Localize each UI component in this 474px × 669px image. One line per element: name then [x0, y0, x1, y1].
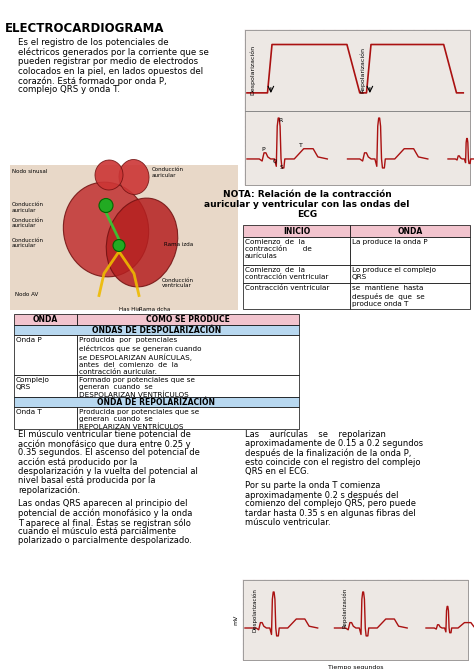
- Bar: [14, 314, 77, 325]
- Ellipse shape: [64, 182, 149, 277]
- Bar: [243, 580, 468, 660]
- Text: El músculo ventricular tiene potencial de: El músculo ventricular tiene potencial d…: [18, 430, 191, 439]
- Text: Las ondas QRS aparecen al principio del: Las ondas QRS aparecen al principio del: [18, 499, 188, 508]
- Text: Formado por potenciales que se
generan  cuando  se
DESPOLARIZAN VENTRÍCULOS: Formado por potenciales que se generan c…: [79, 377, 195, 398]
- Text: aproximadamente 0.2 s después del: aproximadamente 0.2 s después del: [245, 490, 399, 500]
- Text: Conducción
auricular: Conducción auricular: [12, 217, 44, 228]
- Text: ONDA: ONDA: [397, 227, 423, 235]
- Text: QRS en el ECG.: QRS en el ECG.: [245, 467, 309, 476]
- Text: acción monofásico que dura entre 0.25 y: acción monofásico que dura entre 0.25 y: [18, 440, 191, 449]
- Text: Por su parte la onda T comienza: Por su parte la onda T comienza: [245, 481, 380, 490]
- Text: acción está producido por la: acción está producido por la: [18, 458, 137, 467]
- Bar: [350, 283, 470, 309]
- Text: Repolarización: Repolarización: [342, 588, 347, 628]
- Text: nivel basal está producida por la: nivel basal está producida por la: [18, 476, 155, 485]
- Text: Onda P: Onda P: [16, 337, 42, 343]
- Bar: [350, 237, 470, 265]
- Text: esto coincide con el registro del complejo: esto coincide con el registro del comple…: [245, 458, 420, 466]
- Bar: [245, 30, 470, 185]
- Text: Nodo sinusal: Nodo sinusal: [12, 169, 47, 174]
- Text: Despolarización: Despolarización: [252, 588, 258, 632]
- Circle shape: [113, 240, 125, 252]
- Ellipse shape: [95, 160, 123, 190]
- Bar: [243, 283, 350, 309]
- Bar: [77, 335, 299, 375]
- Text: ELECTROCARDIOGRAMA: ELECTROCARDIOGRAMA: [5, 22, 165, 35]
- Bar: [14, 375, 77, 397]
- Text: cuando el músculo está parcialmente: cuando el músculo está parcialmente: [18, 527, 176, 536]
- Ellipse shape: [106, 198, 178, 287]
- Text: 0.35 segundos. El ascenso del potencial de: 0.35 segundos. El ascenso del potencial …: [18, 448, 200, 458]
- Bar: [243, 237, 350, 265]
- Bar: [77, 407, 299, 429]
- Text: S: S: [280, 165, 283, 170]
- Text: Nodo AV: Nodo AV: [15, 292, 38, 298]
- Text: Conducción
ventricular: Conducción ventricular: [162, 278, 194, 288]
- Text: Despolarización: Despolarización: [250, 45, 256, 96]
- Text: Lo produce el complejo
QRS: Lo produce el complejo QRS: [352, 267, 436, 280]
- Text: comienzo del complejo QRS, pero puede: comienzo del complejo QRS, pero puede: [245, 499, 416, 508]
- Text: T aparece al final. Éstas se registran sólo: T aparece al final. Éstas se registran s…: [18, 518, 191, 529]
- Text: repolarización.: repolarización.: [18, 485, 80, 494]
- Text: Conducción
auricular: Conducción auricular: [12, 203, 44, 213]
- Text: La produce la onda P: La produce la onda P: [352, 239, 428, 245]
- Text: Producida  por  potenciales
eléctricos que se generan cuando
se DESPOLARIZAN AUR: Producida por potenciales eléctricos que…: [79, 337, 201, 375]
- Ellipse shape: [119, 159, 149, 195]
- Bar: [77, 314, 299, 325]
- Bar: [350, 265, 470, 283]
- Text: T: T: [299, 142, 303, 148]
- Text: Q: Q: [273, 159, 277, 164]
- Text: potencial de acción monofásico y la onda: potencial de acción monofásico y la onda: [18, 508, 192, 518]
- Text: aproximadamente de 0.15 a 0.2 segundos: aproximadamente de 0.15 a 0.2 segundos: [245, 440, 423, 448]
- Text: polarizado o parcialmente despolarizado.: polarizado o parcialmente despolarizado.: [18, 536, 192, 545]
- Bar: [243, 225, 350, 237]
- Text: pueden registrar por medio de electrodos: pueden registrar por medio de electrodos: [18, 57, 198, 66]
- Text: R: R: [278, 118, 283, 123]
- Text: Has Hia: Has Hia: [119, 307, 140, 312]
- Text: se  mantiene  hasta
después de  que  se
produce onda T: se mantiene hasta después de que se prod…: [352, 285, 425, 307]
- Text: INICIO: INICIO: [283, 227, 310, 235]
- Text: colocados en la piel, en lados opuestos del: colocados en la piel, en lados opuestos …: [18, 66, 203, 76]
- Text: Contracción ventricular: Contracción ventricular: [245, 285, 329, 291]
- Bar: [14, 325, 299, 335]
- Text: Producida por potenciales que se
generan  cuando  se
REPOLARIZAN VENTRÍCULOS: Producida por potenciales que se generan…: [79, 409, 199, 430]
- Text: corazón. Está formado por onda P,: corazón. Está formado por onda P,: [18, 76, 167, 86]
- Text: músculo ventricular.: músculo ventricular.: [245, 518, 331, 527]
- Text: COMO SE PRODUCE: COMO SE PRODUCE: [146, 316, 230, 324]
- Text: Conducción
auricular: Conducción auricular: [12, 237, 44, 248]
- Text: Comienzo  de  la
contracción       de
aurículas: Comienzo de la contracción de aurículas: [245, 239, 312, 260]
- Text: eléctricos generados por la corriente que se: eléctricos generados por la corriente qu…: [18, 47, 209, 57]
- Text: después de la finalización de la onda P,: después de la finalización de la onda P,: [245, 448, 411, 458]
- Text: tardar hasta 0.35 s en algunas fibras del: tardar hasta 0.35 s en algunas fibras de…: [245, 508, 416, 518]
- Bar: [14, 335, 77, 375]
- Text: Repolarización: Repolarización: [360, 47, 365, 93]
- Bar: [10, 165, 238, 310]
- Text: P: P: [261, 147, 264, 152]
- Text: Conducción
auricular: Conducción auricular: [152, 167, 184, 178]
- Circle shape: [99, 199, 113, 213]
- Bar: [350, 225, 470, 237]
- Text: ONDA DE REPOLARIZACIÓN: ONDA DE REPOLARIZACIÓN: [98, 398, 216, 407]
- Text: NOTA: Relación de la contracción: NOTA: Relación de la contracción: [223, 190, 392, 199]
- Text: Las    aurículas    se    repolarizan: Las aurículas se repolarizan: [245, 430, 386, 439]
- Bar: [77, 375, 299, 397]
- Text: complejo QRS y onda T.: complejo QRS y onda T.: [18, 86, 120, 94]
- Text: ECG: ECG: [297, 210, 317, 219]
- Text: Complejo
QRS: Complejo QRS: [16, 377, 50, 390]
- Text: Onda T: Onda T: [16, 409, 42, 415]
- Text: ONDA: ONDA: [33, 316, 58, 324]
- Bar: [14, 397, 299, 407]
- Text: mV: mV: [233, 615, 238, 626]
- Bar: [14, 407, 77, 429]
- Text: Tiempo segundos: Tiempo segundos: [328, 665, 383, 669]
- Bar: [243, 265, 350, 283]
- Text: despolarización y la vuelta del potencial al: despolarización y la vuelta del potencia…: [18, 467, 198, 476]
- Text: ONDAS DE DESPOLARIZACIÓN: ONDAS DE DESPOLARIZACIÓN: [92, 326, 221, 335]
- Text: Rama dcha: Rama dcha: [139, 307, 170, 312]
- Text: Es el registro de los potenciales de: Es el registro de los potenciales de: [18, 38, 169, 47]
- Text: auricular y ventricular con las ondas del: auricular y ventricular con las ondas de…: [204, 200, 410, 209]
- Text: Comienzo  de  la
contracción ventricular: Comienzo de la contracción ventricular: [245, 267, 328, 280]
- Text: Rama izda: Rama izda: [164, 242, 193, 248]
